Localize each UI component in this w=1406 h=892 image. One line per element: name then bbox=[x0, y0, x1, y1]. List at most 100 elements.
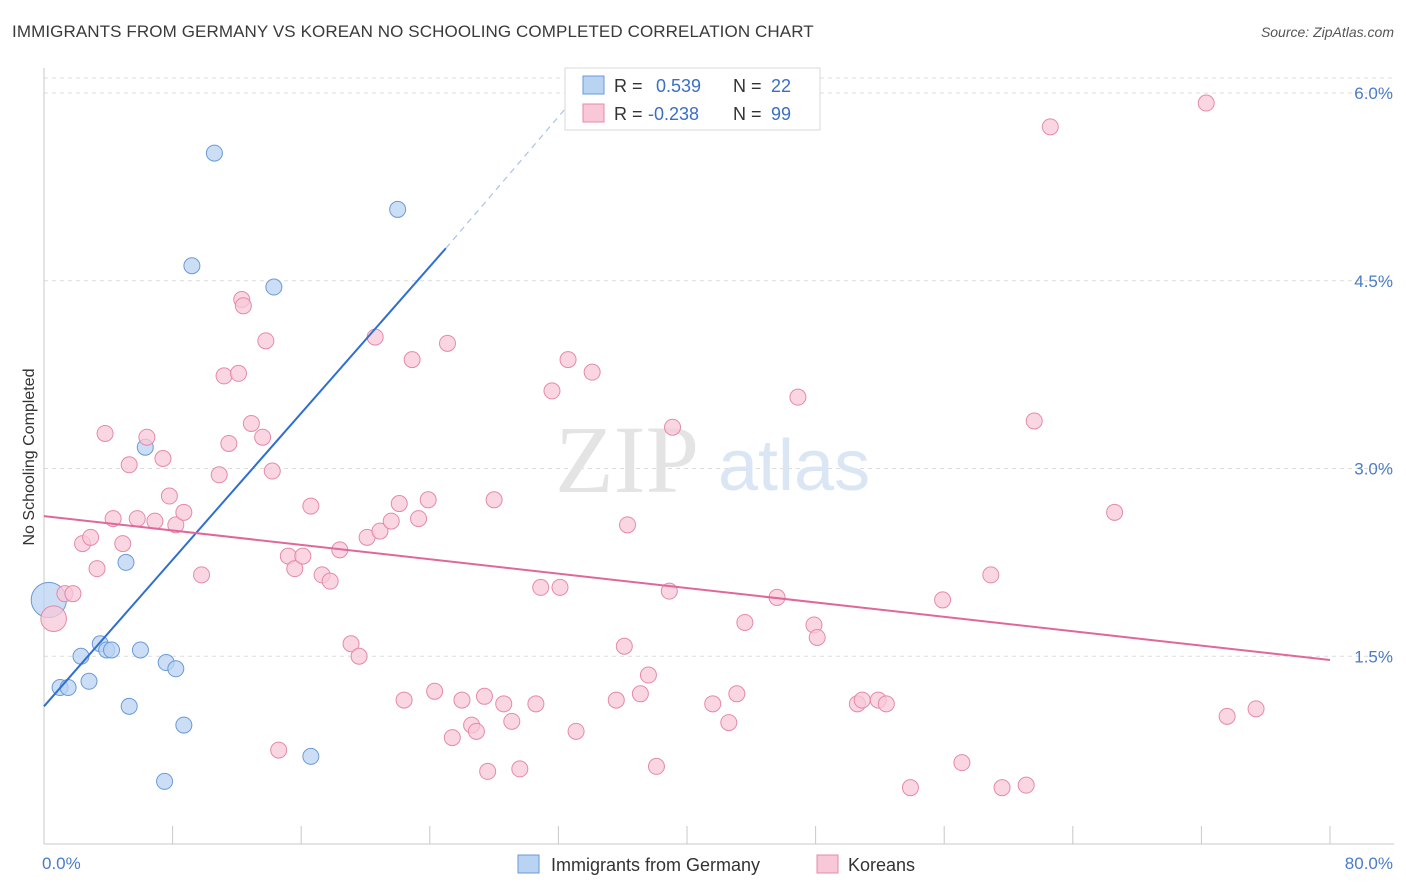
germany-point bbox=[167, 660, 185, 678]
legend-swatch-koreans bbox=[816, 854, 839, 874]
trend-layer bbox=[43, 86, 1331, 707]
koreans-point bbox=[953, 754, 971, 772]
watermark: ZIP atlas bbox=[555, 406, 870, 513]
koreans-point bbox=[426, 682, 444, 700]
koreans-point bbox=[167, 516, 185, 534]
koreans-point bbox=[419, 491, 437, 509]
stats-r-label-1: R = bbox=[614, 76, 643, 96]
legend: Immigrants from Germany Koreans bbox=[517, 854, 915, 875]
koreans-point bbox=[1197, 94, 1215, 112]
koreans-point bbox=[321, 572, 339, 590]
koreans-point bbox=[302, 497, 320, 515]
grid-layer bbox=[44, 77, 1394, 657]
koreans-point bbox=[503, 712, 521, 730]
koreans-point bbox=[154, 450, 172, 468]
points-layer bbox=[30, 94, 1265, 797]
y-tick-label: 3.0% bbox=[1354, 460, 1393, 479]
koreans-point bbox=[96, 424, 114, 442]
koreans-point bbox=[1017, 776, 1035, 794]
koreans-point bbox=[120, 456, 138, 474]
koreans-point bbox=[230, 364, 248, 382]
stats-r-value-2: -0.238 bbox=[648, 104, 699, 124]
axis-layer: 1.5% 3.0% 4.5% 6.0% 0.0% 80.0% bbox=[42, 68, 1394, 873]
watermark-atlas: atlas bbox=[718, 426, 870, 506]
germany-point bbox=[183, 257, 201, 275]
koreans-point bbox=[254, 428, 272, 446]
koreans-point bbox=[242, 414, 260, 432]
germany-point bbox=[117, 553, 135, 571]
germany-point bbox=[103, 641, 121, 659]
koreans-point bbox=[982, 566, 1000, 584]
koreans-point bbox=[631, 685, 649, 703]
koreans-point bbox=[210, 466, 228, 484]
germany-point bbox=[265, 278, 283, 296]
stats-r-value-1: 0.539 bbox=[656, 76, 701, 96]
germany-trend-extension bbox=[445, 86, 585, 249]
koreans-point bbox=[485, 491, 503, 509]
koreans-point bbox=[138, 428, 156, 446]
koreans-point bbox=[438, 334, 456, 352]
koreans-point bbox=[88, 560, 106, 578]
koreans-trend-line bbox=[43, 515, 1331, 662]
germany-point bbox=[389, 200, 407, 218]
koreans-point bbox=[1218, 707, 1236, 725]
koreans-point bbox=[583, 363, 601, 381]
y-tick-label: 4.5% bbox=[1354, 272, 1393, 291]
koreans-point bbox=[559, 351, 577, 369]
koreans-point bbox=[511, 760, 529, 778]
koreans-point bbox=[342, 635, 360, 653]
koreans-point bbox=[371, 522, 389, 540]
x-tick-label: 80.0% bbox=[1345, 854, 1393, 873]
koreans-point bbox=[410, 510, 428, 528]
koreans-point bbox=[1247, 700, 1265, 718]
koreans-point bbox=[495, 695, 513, 713]
koreans-point bbox=[382, 512, 400, 530]
koreans-point bbox=[443, 729, 461, 747]
koreans-point bbox=[40, 605, 67, 633]
koreans-point bbox=[220, 434, 238, 452]
koreans-point bbox=[808, 628, 826, 646]
koreans-point bbox=[366, 328, 384, 346]
koreans-point bbox=[215, 367, 233, 385]
stats-n-value-2: 99 bbox=[771, 104, 791, 124]
koreans-point bbox=[257, 332, 275, 350]
stats-blue-swatch bbox=[582, 75, 605, 95]
germany-point bbox=[205, 144, 223, 162]
koreans-point bbox=[1106, 503, 1124, 521]
germany-point bbox=[72, 647, 90, 665]
koreans-point bbox=[901, 779, 919, 797]
koreans-point bbox=[704, 695, 722, 713]
koreans-point bbox=[607, 691, 625, 709]
chart-title: IMMIGRANTS FROM GERMANY VS KOREAN NO SCH… bbox=[12, 22, 814, 41]
koreans-point bbox=[639, 666, 657, 684]
koreans-point bbox=[294, 547, 312, 565]
koreans-point bbox=[993, 779, 1011, 797]
koreans-point bbox=[64, 585, 82, 603]
koreans-point bbox=[479, 762, 497, 780]
koreans-point bbox=[390, 495, 408, 513]
koreans-point bbox=[934, 591, 952, 609]
germany-point bbox=[156, 772, 174, 790]
koreans-point bbox=[453, 691, 471, 709]
koreans-point bbox=[234, 297, 252, 315]
x-tick-label: 0.0% bbox=[42, 854, 81, 873]
germany-point bbox=[302, 747, 320, 765]
koreans-point bbox=[467, 722, 485, 740]
koreans-point bbox=[1025, 412, 1043, 430]
koreans-point bbox=[270, 741, 288, 759]
stats-n-label-2: N = bbox=[733, 104, 762, 124]
koreans-point bbox=[82, 528, 100, 546]
koreans-point bbox=[853, 691, 871, 709]
y-tick-label: 6.0% bbox=[1354, 84, 1393, 103]
koreans-point bbox=[728, 685, 746, 703]
koreans-point bbox=[736, 613, 754, 631]
koreans-point bbox=[877, 695, 895, 713]
germany-point bbox=[175, 716, 193, 734]
koreans-point bbox=[527, 695, 545, 713]
koreans-point bbox=[160, 487, 178, 505]
koreans-point bbox=[1041, 118, 1059, 136]
koreans-point bbox=[664, 418, 682, 436]
y-axis-label: No Schooling Completed bbox=[21, 369, 38, 546]
germany-point bbox=[131, 641, 149, 659]
